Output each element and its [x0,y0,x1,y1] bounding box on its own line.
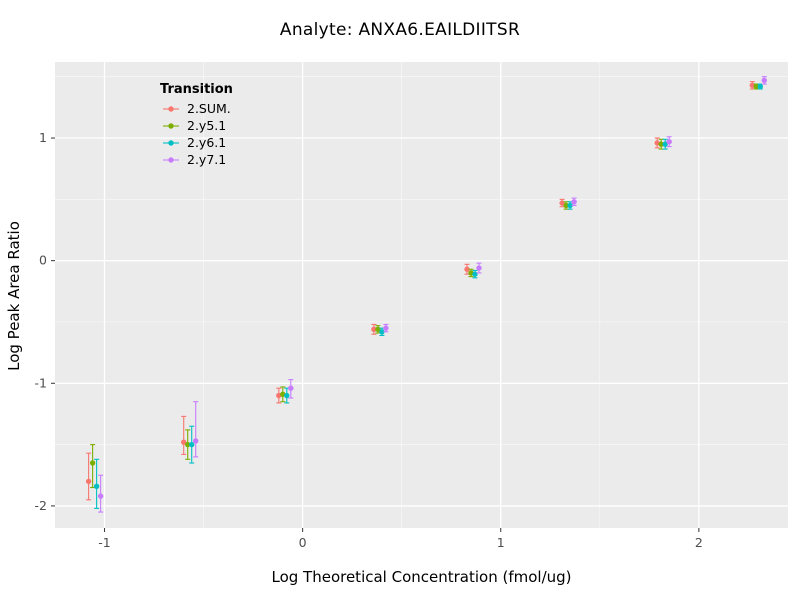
x-tick-label: 0 [299,535,307,550]
legend-item-label: 2.y5.1 [187,118,227,133]
legend-item-label: 2.SUM. [187,101,231,116]
y-axis-title: Log Peak Area Ratio [5,221,23,371]
legend-item-label: 2.y6.1 [187,135,227,150]
data-point [375,326,381,333]
legend-key-icon [160,119,184,133]
legend-key-icon [160,102,184,116]
data-point [288,385,294,391]
legend: Transition 2.SUM. 2.y5.1 2.y6.1 2.y7.1 [160,82,233,168]
y-tick-label: -1 [35,375,47,390]
data-point [379,329,385,335]
data-point [93,483,100,490]
x-tick-label: 2 [695,535,703,550]
legend-key-icon [160,136,184,150]
legend-item: 2.SUM. [160,100,233,117]
data-point [193,438,199,444]
data-point [89,460,96,466]
data-point [753,83,759,90]
legend-item: 2.y5.1 [160,117,233,134]
data-point [284,392,290,399]
y-tick-label: -2 [35,498,47,513]
legend-items: 2.SUM. 2.y5.1 2.y6.1 2.y7.1 [160,100,233,168]
data-point [181,439,187,445]
data-point [476,265,482,271]
x-axis-title: Log Theoretical Concentration (fmol/ug) [271,568,572,586]
data-point [189,441,195,448]
data-point [571,199,577,205]
data-point [185,441,191,448]
legend-item: 2.y6.1 [160,134,233,151]
data-point [662,141,668,147]
data-point [383,325,389,331]
legend-item: 2.y7.1 [160,151,233,168]
data-point [472,271,478,277]
legend-key-icon [160,153,184,167]
chart-title: Analyte: ANXA6.EAILDIITSR [279,20,521,40]
data-point [658,141,664,147]
data-point [85,478,92,485]
y-tick-label: 0 [39,253,47,268]
data-point [757,83,763,90]
data-point [761,77,767,84]
x-tick-label: 1 [497,535,505,550]
data-point [371,326,377,333]
x-tick-label: -1 [98,535,110,550]
y-tick-label: 1 [39,130,47,145]
data-point [666,139,672,145]
data-point [559,200,565,206]
legend-title: Transition [160,82,233,97]
data-point [563,202,569,209]
data-point [97,493,104,499]
data-point [464,266,470,272]
data-point [567,202,573,209]
legend-item-label: 2.y7.1 [187,152,227,167]
